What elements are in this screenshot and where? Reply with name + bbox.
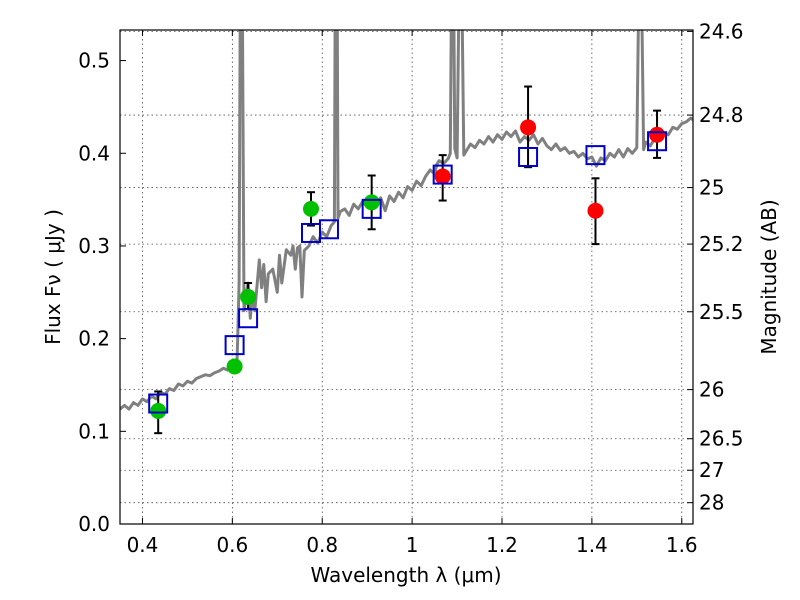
- plot-area: [120, 30, 693, 411]
- x-tick-label: 0.4: [127, 533, 159, 557]
- red-data-point: [649, 126, 666, 143]
- red-data-point: [520, 119, 537, 136]
- green-data-point: [150, 402, 167, 419]
- model-photometry-box: [238, 308, 259, 329]
- red-data-point: [587, 202, 604, 219]
- model-photometry-box: [585, 145, 606, 166]
- y-right-tick-label: 24.8: [699, 103, 744, 127]
- model-photometry-box: [432, 164, 453, 185]
- y-right-tick-label: 25: [699, 176, 724, 200]
- x-tick-label: 0.8: [306, 533, 338, 557]
- axes: 0.4 0.6 0.8 1 1.2 1.4 1.6 0.0 0.1 0.2 0.3 0.4 0.5 24.…: [78, 19, 743, 557]
- y-right-tick-label: 25.5: [699, 300, 744, 324]
- y-right-tick-label: 26: [699, 378, 724, 402]
- y-right-tick-label: 24.6: [699, 19, 744, 43]
- model-photometry-box: [148, 393, 169, 414]
- grid: [120, 30, 693, 524]
- y-tick-label: 0.5: [78, 49, 110, 73]
- x-tick-label: 1.6: [666, 533, 698, 557]
- x-tick-label: 0.6: [216, 533, 248, 557]
- y-tick-label: 0.3: [78, 234, 110, 258]
- y-right-tick-label: 28: [699, 491, 724, 515]
- x-axis-label: Wavelength λ (μm): [310, 563, 501, 587]
- model-spectrum-line: [120, 30, 693, 411]
- model-photometry-box: [361, 198, 382, 219]
- model-photometry-box: [318, 219, 339, 240]
- model-photometry-box: [224, 335, 245, 356]
- y-tick-label: 0.1: [78, 419, 110, 443]
- plot-frame: [119, 29, 694, 525]
- green-data-point: [303, 200, 319, 217]
- markers: [148, 119, 668, 419]
- error-bars: [154, 85, 662, 435]
- y-tick-label: 0.4: [78, 141, 110, 165]
- green-data-point: [226, 358, 243, 375]
- x-tick-label: 1.4: [576, 533, 608, 557]
- model-photometry-box: [518, 146, 539, 167]
- green-data-point: [363, 194, 380, 211]
- y-axis-right-label: Magnitude (AB): [757, 199, 781, 354]
- green-data-point: [240, 288, 257, 305]
- y-tick-label: 0.2: [78, 327, 110, 351]
- y-right-tick-label: 26.5: [699, 427, 744, 451]
- model-photometry-box: [647, 131, 668, 152]
- red-data-point: [434, 168, 451, 185]
- x-tick-label: 1: [406, 533, 419, 557]
- x-tick-label: 1.2: [486, 533, 518, 557]
- y-right-tick-label: 27: [699, 458, 724, 482]
- y-right-tick-label: 25.2: [699, 232, 744, 256]
- y-axis-label: Flux Fν ( μJy ): [41, 209, 65, 345]
- y-tick-label: 0.0: [78, 512, 110, 536]
